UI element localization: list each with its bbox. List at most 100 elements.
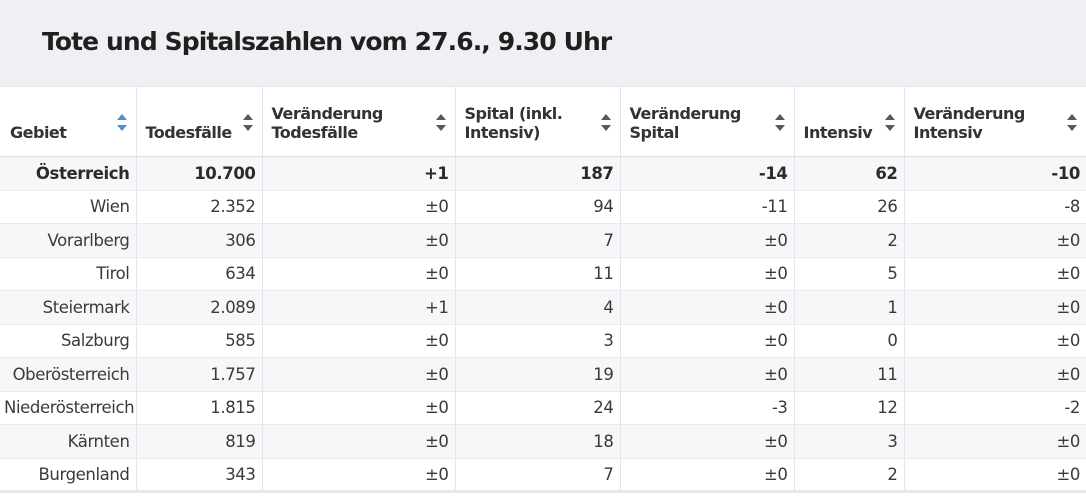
column-header-label: Intensiv	[803, 123, 873, 142]
header-row: Gebiet Todesfälle Veränderung Todesfälle Sp…	[0, 86, 1086, 157]
column-header-todesfaelle[interactable]: Todesfälle	[136, 86, 263, 157]
cell-intensiv: 3	[794, 424, 905, 459]
cell-todesfaelle: 1.757	[136, 357, 263, 392]
cell-veraenderung-spital: -14	[620, 156, 795, 191]
cell-veraenderung-intensiv: ±0	[904, 290, 1086, 325]
cell-spital: 7	[455, 458, 621, 493]
sort-icon[interactable]	[884, 114, 895, 131]
cell-todesfaelle: 10.700	[136, 156, 263, 191]
cell-veraenderung-spital: -3	[620, 391, 795, 425]
cell-veraenderung-todesfaelle: ±0	[262, 190, 456, 224]
cell-gebiet: Oberösterreich	[0, 357, 137, 392]
sort-icon[interactable]	[242, 114, 253, 131]
cell-veraenderung-intensiv: -10	[904, 156, 1086, 191]
column-header-intensiv[interactable]: Intensiv	[794, 86, 905, 157]
table-row: Burgenland 343 ±0 7 ±0 2 ±0	[0, 458, 1086, 493]
cell-veraenderung-spital: ±0	[620, 424, 795, 459]
column-header-label: Veränderung Spital	[629, 104, 742, 142]
cell-intensiv: 11	[794, 357, 905, 392]
cell-intensiv: 26	[794, 190, 905, 224]
column-header-spital[interactable]: Spital (inkl. Intensiv)	[455, 86, 621, 157]
cell-veraenderung-todesfaelle: ±0	[262, 391, 456, 425]
cell-intensiv: 1	[794, 290, 905, 325]
cell-todesfaelle: 1.815	[136, 391, 263, 425]
data-table: Gebiet Todesfälle Veränderung Todesfälle Sp…	[0, 86, 1086, 493]
cell-veraenderung-todesfaelle: ±0	[262, 257, 456, 291]
cell-gebiet: Burgenland	[0, 458, 137, 493]
cell-intensiv: 0	[794, 324, 905, 358]
cell-todesfaelle: 343	[136, 458, 263, 493]
cell-veraenderung-todesfaelle: ±0	[262, 324, 456, 358]
cell-veraenderung-spital: ±0	[620, 458, 795, 493]
cell-spital: 94	[455, 190, 621, 224]
cell-spital: 187	[455, 156, 621, 191]
cell-veraenderung-todesfaelle: ±0	[262, 458, 456, 493]
cell-veraenderung-spital: -11	[620, 190, 795, 224]
column-header-veraenderung-spital[interactable]: Veränderung Spital	[620, 86, 795, 157]
cell-veraenderung-intensiv: ±0	[904, 424, 1086, 459]
column-header-label: Veränderung Todesfälle	[271, 104, 384, 142]
table-row: Niederösterreich 1.815 ±0 24 -3 12 -2	[0, 391, 1086, 425]
cell-spital: 11	[455, 257, 621, 291]
column-header-gebiet[interactable]: Gebiet	[0, 86, 137, 157]
cell-gebiet: Wien	[0, 190, 137, 224]
cell-spital: 18	[455, 424, 621, 459]
cell-veraenderung-intensiv: ±0	[904, 257, 1086, 291]
column-header-label: Veränderung Intensiv	[913, 104, 1026, 142]
cell-intensiv: 62	[794, 156, 905, 191]
cell-spital: 4	[455, 290, 621, 325]
table-row: Kärnten 819 ±0 18 ±0 3 ±0	[0, 424, 1086, 459]
cell-gebiet: Steiermark	[0, 290, 137, 325]
cell-gebiet: Vorarlberg	[0, 223, 137, 258]
sort-icon[interactable]	[600, 114, 611, 131]
cell-todesfaelle: 2.089	[136, 290, 263, 325]
cell-veraenderung-intensiv: ±0	[904, 458, 1086, 493]
cell-todesfaelle: 306	[136, 223, 263, 258]
cell-veraenderung-intensiv: ±0	[904, 357, 1086, 392]
cell-intensiv: 12	[794, 391, 905, 425]
cell-veraenderung-intensiv: ±0	[904, 324, 1086, 358]
cell-gebiet: Salzburg	[0, 324, 137, 358]
cell-veraenderung-intensiv: -2	[904, 391, 1086, 425]
cell-todesfaelle: 585	[136, 324, 263, 358]
cell-spital: 24	[455, 391, 621, 425]
table-row: Österreich 10.700 +1 187 -14 62 -10	[0, 156, 1086, 191]
cell-gebiet: Tirol	[0, 257, 137, 291]
column-header-veraenderung-todesfaelle[interactable]: Veränderung Todesfälle	[262, 86, 456, 157]
cell-veraenderung-intensiv: ±0	[904, 223, 1086, 258]
cell-intensiv: 2	[794, 223, 905, 258]
title-bar: Tote und Spitalszahlen vom 27.6., 9.30 U…	[0, 0, 1086, 86]
sort-icon[interactable]	[116, 114, 127, 131]
cell-gebiet: Österreich	[0, 156, 137, 191]
cell-veraenderung-spital: ±0	[620, 257, 795, 291]
cell-spital: 3	[455, 324, 621, 358]
cell-veraenderung-todesfaelle: +1	[262, 156, 456, 191]
table-row: Tirol 634 ±0 11 ±0 5 ±0	[0, 257, 1086, 291]
cell-veraenderung-spital: ±0	[620, 324, 795, 358]
page-title: Tote und Spitalszahlen vom 27.6., 9.30 U…	[42, 26, 612, 56]
cell-todesfaelle: 634	[136, 257, 263, 291]
cell-gebiet: Kärnten	[0, 424, 137, 459]
column-header-label: Spital (inkl. Intensiv)	[464, 104, 563, 142]
table-row: Salzburg 585 ±0 3 ±0 0 ±0	[0, 324, 1086, 358]
cell-intensiv: 5	[794, 257, 905, 291]
sort-icon[interactable]	[774, 114, 785, 131]
column-header-label: Gebiet	[10, 123, 67, 142]
sort-icon[interactable]	[1067, 114, 1077, 131]
table-body: Österreich 10.700 +1 187 -14 62 -10 Wien 2.352 ±0…	[0, 156, 1086, 493]
table-row: Wien 2.352 ±0 94 -11 26 -8	[0, 190, 1086, 224]
column-header-label: Todesfälle	[145, 123, 233, 142]
cell-veraenderung-todesfaelle: +1	[262, 290, 456, 325]
cell-todesfaelle: 2.352	[136, 190, 263, 224]
sort-icon[interactable]	[435, 114, 446, 131]
table-row: Steiermark 2.089 +1 4 ±0 1 ±0	[0, 290, 1086, 325]
cell-spital: 19	[455, 357, 621, 392]
cell-gebiet: Niederösterreich	[0, 391, 137, 425]
cell-intensiv: 2	[794, 458, 905, 493]
cell-veraenderung-spital: ±0	[620, 223, 795, 258]
cell-todesfaelle: 819	[136, 424, 263, 459]
cell-veraenderung-todesfaelle: ±0	[262, 357, 456, 392]
column-header-veraenderung-intensiv[interactable]: Veränderung Intensiv	[904, 86, 1086, 157]
cell-veraenderung-todesfaelle: ±0	[262, 223, 456, 258]
table-row: Oberösterreich 1.757 ±0 19 ±0 11 ±0	[0, 357, 1086, 392]
